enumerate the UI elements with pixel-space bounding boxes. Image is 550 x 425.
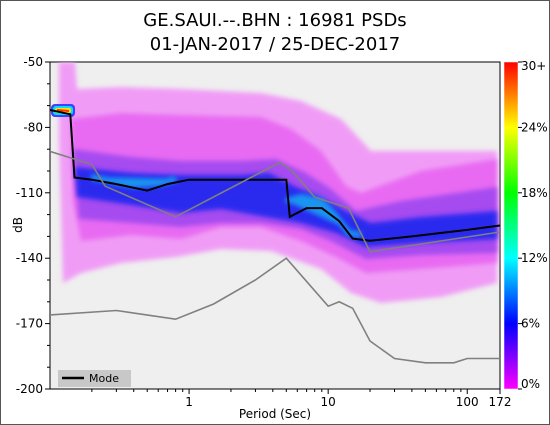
colorbar-tick-label: 18%	[521, 186, 548, 200]
density-core	[75, 167, 497, 247]
series-noise-model-line-2	[50, 257, 500, 364]
colorbar-tick-label: 6%	[521, 317, 540, 331]
series-noise-model-line-1	[50, 150, 500, 253]
legend-box	[58, 370, 131, 387]
x-axis: 1 10 100 172	[91, 389, 512, 409]
y-tick-label: -170	[16, 317, 43, 331]
colorbar-tick-label: 0%	[521, 377, 540, 391]
x-tick-label: 172	[489, 395, 512, 409]
y-tick-label: -140	[16, 251, 43, 265]
x-tick-label: 100	[456, 395, 479, 409]
density-peak	[90, 174, 362, 238]
legend: Mode	[58, 370, 131, 387]
y-axis: -50 -80 -110 -140 -170 -200	[16, 55, 50, 396]
psd-density	[51, 62, 497, 303]
x-tick-label: 10	[321, 395, 336, 409]
x-tick-label: 1	[185, 395, 193, 409]
y-tick-label: -50	[23, 55, 43, 69]
chart-title: GE.SAUI.--.BHN : 16981 PSDs	[143, 10, 406, 31]
x-axis-label: Period (Sec)	[239, 407, 311, 421]
density-hotspot-core	[56, 109, 70, 112]
colorbar-tick-label: 30+	[521, 59, 546, 73]
y-axis-label: dB	[11, 217, 25, 233]
colorbar-tick-label: 24%	[521, 120, 548, 134]
y-tick-label: -200	[16, 382, 43, 396]
colorbar-ticks: 0% 6% 12% 18% 24% 30+	[518, 59, 548, 391]
y-tick-label: -110	[16, 186, 43, 200]
series-layer	[50, 109, 500, 364]
colorbar	[503, 61, 519, 390]
y-tick-label: -80	[23, 120, 43, 134]
chart-subtitle: 01-JAN-2017 / 25-DEC-2017	[150, 34, 401, 55]
series-mode-line	[50, 109, 500, 242]
colorbar-tick-label: 12%	[521, 251, 548, 265]
legend-mode-label: Mode	[89, 372, 119, 385]
